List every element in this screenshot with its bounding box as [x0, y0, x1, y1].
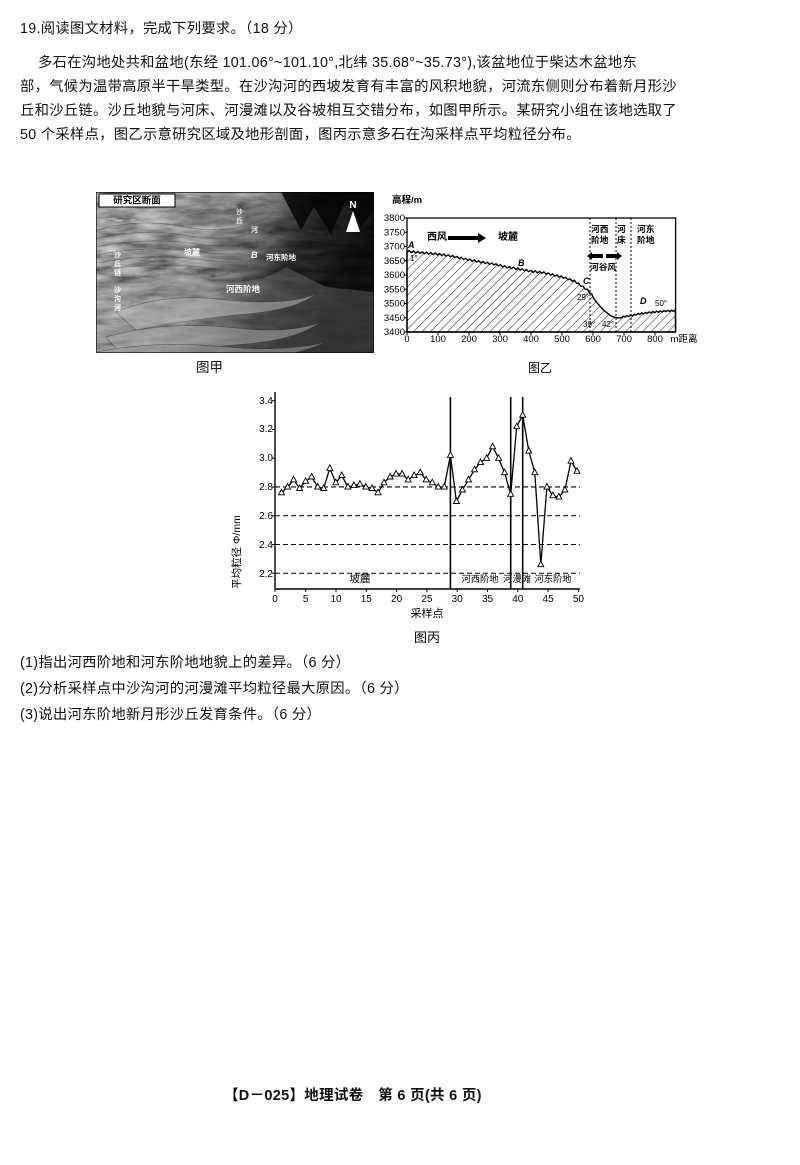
svg-text:3600: 3600 — [384, 270, 405, 281]
svg-text:15: 15 — [361, 594, 373, 605]
svg-text:29°: 29° — [577, 293, 589, 302]
svg-text:500: 500 — [554, 334, 570, 345]
svg-text:3.0: 3.0 — [259, 453, 273, 464]
svg-text:坡麓: 坡麓 — [350, 572, 371, 585]
svg-text:100: 100 — [430, 334, 446, 345]
svg-text:20: 20 — [391, 594, 403, 605]
svg-text:河东阶地: 河东阶地 — [266, 252, 296, 262]
svg-text:N: N — [349, 200, 356, 211]
svg-text:河东: 河东 — [637, 223, 655, 234]
svg-text:西风: 西风 — [427, 231, 447, 243]
svg-text:河西阶地: 河西阶地 — [461, 573, 498, 584]
svg-text:3800: 3800 — [384, 213, 405, 224]
svg-text:沙: 沙 — [114, 286, 121, 294]
svg-text:D: D — [640, 296, 647, 306]
svg-text:图乙: 图乙 — [528, 361, 552, 375]
svg-text:0: 0 — [404, 334, 409, 345]
svg-text:河东阶地: 河东阶地 — [534, 573, 571, 584]
svg-text:42°: 42° — [602, 320, 614, 329]
svg-text:3650: 3650 — [384, 256, 405, 267]
svg-text:沟: 沟 — [114, 294, 121, 303]
svg-text:沙: 沙 — [114, 251, 121, 259]
svg-text:3.2: 3.2 — [259, 424, 273, 435]
svg-text:700: 700 — [616, 334, 632, 345]
svg-text:3550: 3550 — [384, 284, 405, 295]
svg-text:平均粒径 Φ/mm: 平均粒径 Φ/mm — [230, 515, 243, 589]
svg-text:600: 600 — [585, 334, 601, 345]
svg-text:河西阶地: 河西阶地 — [226, 284, 261, 294]
svg-text:300: 300 — [492, 334, 508, 345]
svg-text:河谷风: 河谷风 — [590, 261, 616, 272]
svg-text:800: 800 — [647, 334, 663, 345]
svg-text:河漫滩: 河漫滩 — [503, 573, 531, 584]
svg-text:坡麓: 坡麓 — [498, 230, 518, 243]
svg-text:200: 200 — [461, 334, 477, 345]
svg-text:400: 400 — [523, 334, 539, 345]
svg-text:B: B — [518, 258, 525, 268]
svg-text:B: B — [251, 250, 258, 260]
svg-text:沙: 沙 — [236, 208, 243, 216]
svg-text:丘: 丘 — [236, 216, 243, 225]
svg-text:A: A — [407, 240, 415, 250]
svg-text:45: 45 — [543, 594, 555, 605]
svg-text:39°: 39° — [583, 320, 595, 329]
svg-text:25: 25 — [421, 594, 433, 605]
svg-text:30: 30 — [452, 594, 464, 605]
svg-text:1°: 1° — [410, 254, 418, 263]
svg-text:C: C — [583, 276, 590, 286]
svg-text:3.4: 3.4 — [259, 396, 273, 407]
svg-text:链: 链 — [114, 268, 121, 277]
svg-text:阶地: 阶地 — [591, 234, 609, 245]
svg-text:图丙: 图丙 — [414, 630, 440, 645]
svg-text:丘: 丘 — [114, 259, 121, 268]
svg-text:高程/m: 高程/m — [392, 194, 422, 206]
svg-text:0: 0 — [272, 594, 278, 605]
svg-text:50°: 50° — [655, 299, 667, 308]
svg-text:3500: 3500 — [384, 299, 405, 310]
svg-text:m距离: m距离 — [671, 333, 698, 345]
svg-text:3450: 3450 — [384, 313, 405, 324]
svg-text:阶地: 阶地 — [637, 234, 655, 245]
svg-text:40: 40 — [512, 594, 524, 605]
svg-text:2.8: 2.8 — [259, 482, 273, 493]
svg-text:河: 河 — [114, 303, 121, 312]
svg-text:35: 35 — [482, 594, 494, 605]
svg-text:河: 河 — [251, 225, 258, 234]
svg-text:河: 河 — [617, 223, 626, 234]
svg-text:3400: 3400 — [384, 327, 405, 338]
svg-text:3750: 3750 — [384, 227, 405, 238]
svg-text:河西: 河西 — [591, 223, 609, 234]
svg-text:坡麓: 坡麓 — [184, 247, 200, 257]
svg-text:2.6: 2.6 — [259, 511, 273, 522]
svg-text:床: 床 — [617, 234, 626, 245]
svg-text:50: 50 — [573, 594, 585, 605]
svg-text:2.4: 2.4 — [259, 540, 273, 551]
svg-text:10: 10 — [330, 594, 342, 605]
svg-text:研究区断面: 研究区断面 — [113, 195, 161, 207]
svg-text:3700: 3700 — [384, 242, 405, 253]
svg-text:采样点: 采样点 — [411, 606, 444, 620]
svg-text:2.2: 2.2 — [259, 569, 273, 580]
svg-text:5: 5 — [303, 594, 309, 605]
